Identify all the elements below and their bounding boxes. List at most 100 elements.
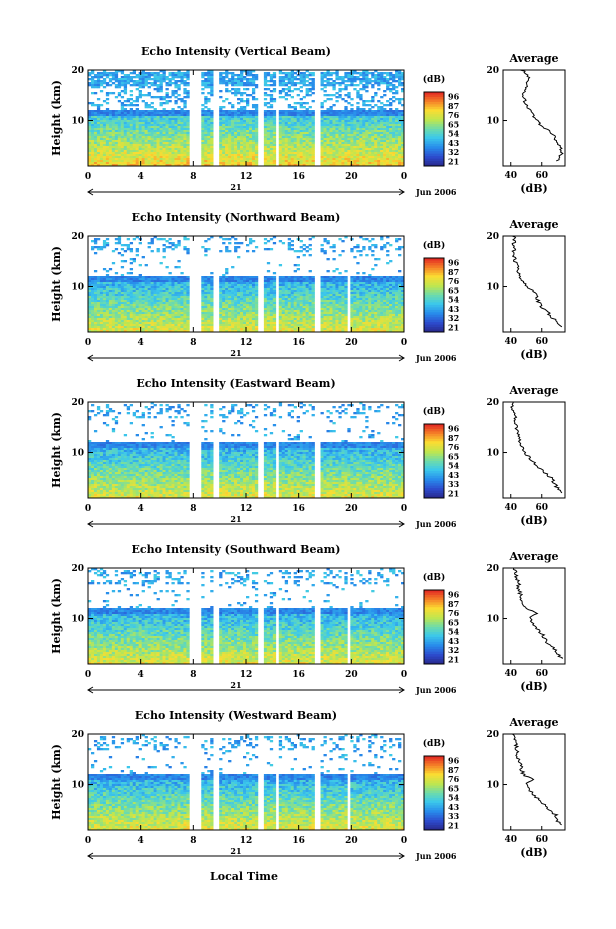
colorbar-segment [424,812,444,816]
x-tick-label: 8 [190,836,196,846]
colorbar-tick-label: 54 [448,295,460,305]
y-tick-label: 20 [71,730,84,740]
colorbar-segment [424,262,444,266]
colorbar-segment [424,470,444,474]
x-tick-label: 12 [240,836,253,846]
colorbar-segment [424,629,444,633]
avg-x-tick-label: 60 [535,503,548,513]
x-tick-label: 0 [85,670,91,680]
avg-x-label: (dB) [520,846,547,859]
avg-y-tick-label: 20 [486,564,499,574]
avg-y-tick-label: 20 [486,66,499,76]
x-tick-label: 0 [401,338,407,348]
colorbar-segment [424,329,444,333]
colorbar-segment [424,654,444,657]
colorbar-segment [424,475,444,479]
x-tick-label: 8 [190,670,196,680]
colorbar-segment [424,627,444,630]
month-label: Jun 2006 [415,519,457,529]
colorbar-frame [423,257,445,333]
colorbar-segment [424,793,444,796]
colorbar-tick-label: 43 [448,138,460,148]
colorbar-segment [424,131,444,135]
colorbar-segment [424,463,444,467]
colorbar-segment [424,465,444,469]
average-title: Average [508,550,558,563]
date-arrow-left [87,686,94,694]
colorbar-segment [424,817,444,821]
colorbar-segment [424,763,444,767]
colorbar-tick-label: 43 [448,304,460,314]
month-label: Jun 2006 [415,353,457,363]
colorbar-segment [424,126,444,130]
x-tick-label: 12 [240,504,253,514]
colorbar-tick-label: 21 [448,156,459,166]
colorbar-segment [424,622,444,625]
colorbar-segment [424,161,444,164]
x-tick-label: 0 [401,670,407,680]
colorbar-segment [424,280,444,284]
date-arrow-right [398,354,405,362]
colorbar-tick-label: 96 [448,756,460,766]
panel-3: Echo Intensity (Southward Beam) 10 20 Heigh… [50,543,566,695]
x-tick-label: 8 [190,338,196,348]
colorbar-segment [424,775,444,779]
heatmap-cells [88,568,404,664]
colorbar-tick-label: 65 [448,617,459,627]
colorbar-segment [424,258,444,261]
y-tick-label: 20 [71,564,84,574]
colorbar-segment [424,599,444,603]
colorbar-segment [424,797,444,801]
colorbar-segment [424,446,444,450]
date-label: 21 [230,182,241,192]
colorbar-unit: (dB) [423,738,445,749]
heatmap-cells [88,734,404,830]
colorbar-segment [424,292,444,296]
colorbar-segment [424,768,444,772]
colorbar-tick-label: 87 [448,433,459,443]
colorbar-tick-label: 96 [448,590,460,600]
colorbar-segment [424,299,444,303]
colorbar-segment [424,815,444,819]
y-tick-label: 10 [71,615,84,625]
colorbar-tick-label: 32 [448,645,459,655]
colorbar-frame [423,423,445,499]
x-tick-label: 0 [85,836,91,846]
colorbar-frame [423,589,445,665]
colorbar-segment [424,810,444,814]
colorbar-segment [424,590,444,593]
colorbar-segment [424,480,444,484]
colorbar-tick-label: 32 [448,147,459,157]
x-tick-label: 12 [240,172,253,182]
average-frame [502,235,566,333]
colorbar-tick-label: 87 [448,267,459,277]
date-arrow-right [398,852,405,860]
colorbar-segment [424,309,444,313]
colorbar-segment [424,438,444,442]
colorbar-unit: (dB) [423,240,445,251]
y-tick-label: 10 [71,449,84,459]
panel-2: Echo Intensity (Eastward Beam) 10 20 Height… [50,377,566,529]
colorbar-segment [424,639,444,643]
panel-title: Echo Intensity (Vertical Beam) [141,45,331,58]
colorbar-segment [424,602,444,606]
colorbar-segment [424,785,444,789]
heatmap-cells [88,402,404,498]
x-tick-label: 0 [401,172,407,182]
date-arrow-right [398,686,405,694]
colorbar-segment [424,319,444,323]
y-tick-label: 10 [71,117,84,127]
average-frame [502,401,566,499]
date-arrow-right [398,188,405,196]
month-label: Jun 2006 [415,685,457,695]
colorbar-segment [424,143,444,147]
x-tick-label: 20 [345,836,358,846]
colorbar-segment [424,453,444,457]
x-tick-label: 20 [345,338,358,348]
average-frame [502,567,566,665]
avg-y-tick-label: 10 [486,283,499,293]
colorbar-segment [424,443,444,447]
colorbar-segment [424,312,444,316]
colorbar-tick-label: 76 [448,442,460,452]
colorbar-segment [424,649,444,653]
